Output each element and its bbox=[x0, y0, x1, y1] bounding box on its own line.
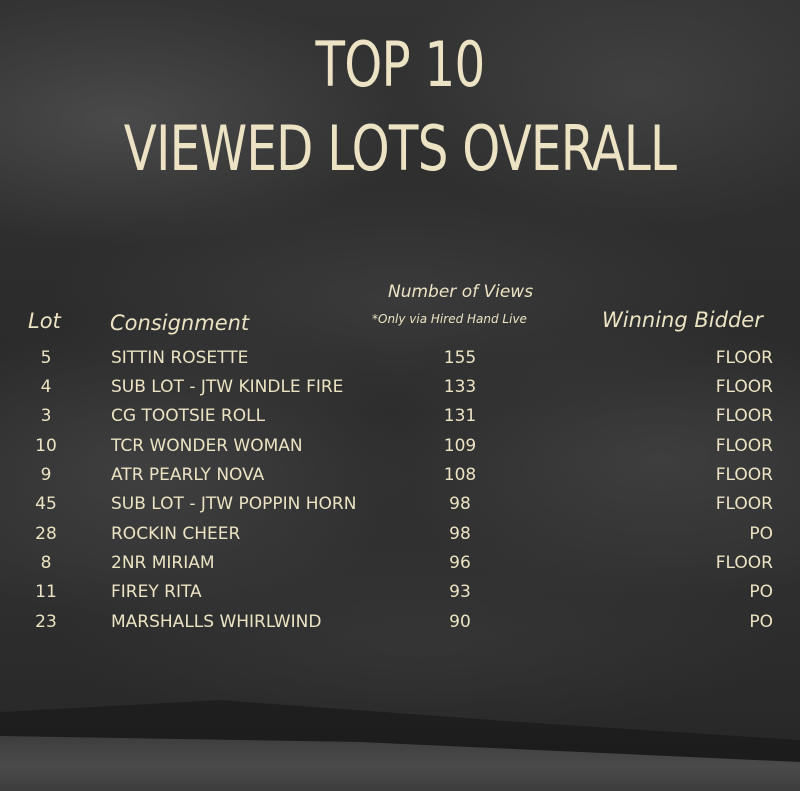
winning-bidder: PO bbox=[749, 582, 773, 602]
winning-bidder: FLOOR bbox=[715, 494, 773, 514]
view-count: 109 bbox=[443, 436, 477, 456]
lot-number: 3 bbox=[40, 406, 52, 426]
winning-bidder: FLOOR bbox=[715, 377, 773, 397]
view-count: 133 bbox=[443, 377, 477, 397]
view-count: 108 bbox=[443, 465, 477, 485]
consignment-name: TCR WONDER WOMAN bbox=[111, 436, 303, 456]
page-title-line-1: TOP 10 bbox=[315, 28, 485, 101]
consignment-name: ROCKIN CHEER bbox=[111, 524, 241, 544]
table-row: 9 ATR PEARLY NOVA 108 FLOOR bbox=[0, 465, 800, 494]
view-count: 93 bbox=[449, 582, 471, 602]
consignment-name: SITTIN ROSETTE bbox=[111, 348, 249, 368]
column-header-winning-bidder: Winning Bidder bbox=[602, 308, 763, 332]
consignment-name: SUB LOT - JTW KINDLE FIRE bbox=[111, 377, 344, 397]
consignment-name: ATR PEARLY NOVA bbox=[111, 465, 265, 485]
lot-number: 4 bbox=[40, 377, 52, 397]
table-row: 11 FIREY RITA 93 PO bbox=[0, 582, 800, 611]
winning-bidder: FLOOR bbox=[715, 465, 773, 485]
consignment-name: 2NR MIRIAM bbox=[111, 553, 215, 573]
lot-number: 8 bbox=[40, 553, 52, 573]
lot-number: 10 bbox=[35, 436, 57, 456]
winning-bidder: FLOOR bbox=[715, 553, 773, 573]
view-count: 155 bbox=[443, 348, 477, 368]
views-footnote: *Only via Hired Hand Live bbox=[372, 312, 527, 326]
lot-number: 28 bbox=[35, 524, 57, 544]
view-count: 98 bbox=[449, 524, 471, 544]
consignment-name: CG TOOTSIE ROLL bbox=[111, 406, 266, 426]
view-count: 98 bbox=[449, 494, 471, 514]
lot-number: 45 bbox=[35, 494, 57, 514]
column-header-lot: Lot bbox=[28, 309, 61, 333]
view-count: 131 bbox=[443, 406, 477, 426]
consignment-name: SUB LOT - JTW POPPIN HORN bbox=[111, 494, 357, 514]
winning-bidder: PO bbox=[749, 612, 773, 632]
table-row: 45 SUB LOT - JTW POPPIN HORN 98 FLOOR bbox=[0, 494, 800, 523]
lot-number: 11 bbox=[35, 582, 57, 602]
consignment-name: MARSHALLS WHIRLWIND bbox=[111, 612, 322, 632]
table-row: 28 ROCKIN CHEER 98 PO bbox=[0, 524, 800, 553]
column-header-views: Number of Views bbox=[388, 282, 534, 302]
table-row: 4 SUB LOT - JTW KINDLE FIRE 133 FLOOR bbox=[0, 377, 800, 406]
consignment-name: FIREY RITA bbox=[111, 582, 202, 602]
lot-number: 5 bbox=[40, 348, 52, 368]
table-row: 3 CG TOOTSIE ROLL 131 FLOOR bbox=[0, 406, 800, 435]
view-count: 96 bbox=[449, 553, 471, 573]
winning-bidder: FLOOR bbox=[715, 348, 773, 368]
winning-bidder: FLOOR bbox=[715, 406, 773, 426]
table-row: 8 2NR MIRIAM 96 FLOOR bbox=[0, 553, 800, 582]
page-title-line-2: VIEWED LOTS OVERALL bbox=[123, 112, 677, 185]
winning-bidder: PO bbox=[749, 524, 773, 544]
lot-number: 9 bbox=[40, 465, 52, 485]
table-row: 23 MARSHALLS WHIRLWIND 90 PO bbox=[0, 612, 800, 641]
table-row: 10 TCR WONDER WOMAN 109 FLOOR bbox=[0, 436, 800, 465]
view-count: 90 bbox=[449, 612, 471, 632]
lot-number: 23 bbox=[35, 612, 57, 632]
winning-bidder: FLOOR bbox=[715, 436, 773, 456]
table-row: 5 SITTIN ROSETTE 155 FLOOR bbox=[0, 348, 800, 377]
column-header-consignment: Consignment bbox=[110, 311, 250, 335]
